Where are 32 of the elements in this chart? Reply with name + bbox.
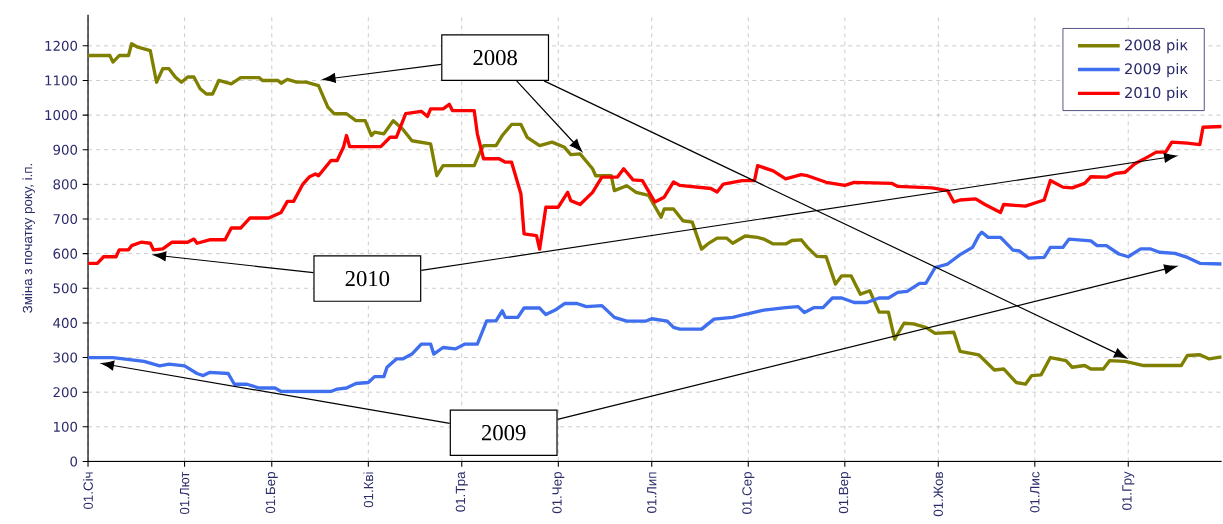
y-tick-label: 1000 [45,109,78,121]
y-tick-label: 100 [53,421,78,432]
x-tick-label: 01.Січ [83,472,93,509]
annotation: 2010 [345,270,390,287]
y-tick-label: 300 [53,352,78,363]
y-tick-label: 400 [53,317,78,328]
y-tick-label: 500 [53,283,78,294]
y-tick-label: 200 [53,387,78,398]
y-tick-label: 1200 [45,40,78,51]
annotation: 2008 [473,49,517,66]
y-tick-label: 0 [70,456,78,467]
y-tick-label: 700 [53,213,78,224]
annotation: 2009 [482,424,526,441]
x-tick-label: 01.Тра [455,471,468,512]
y-tick-label: 600 [53,248,78,259]
x-tick-label: 01.Жов [933,472,943,517]
x-tick-label: 01.Кві [363,472,374,508]
x-tick-label: 01.Лют [179,471,190,515]
x-tick-label: 01.Бер [265,472,278,514]
x-tick-label: 01.Лип [647,472,657,513]
legend-label: 2008 рік [1125,39,1188,54]
legend-label: 2010 рік [1125,86,1188,101]
x-tick-label: 01.Вер [838,472,851,514]
y-tick-label: 1100 [45,75,78,86]
x-tick-label: 01.Лис [1030,471,1040,513]
x-tick-label: 01.Гру [1122,471,1135,510]
x-tick-label: 01.Чер [552,472,565,514]
legend-label: 2009 рік [1125,62,1188,78]
y-tick-label: 900 [53,144,78,155]
y-axis-title: Зміна з початку року, і.п. [22,163,35,313]
x-tick-label: 01.Сер [742,472,755,514]
y-tick-label: 800 [53,179,78,190]
